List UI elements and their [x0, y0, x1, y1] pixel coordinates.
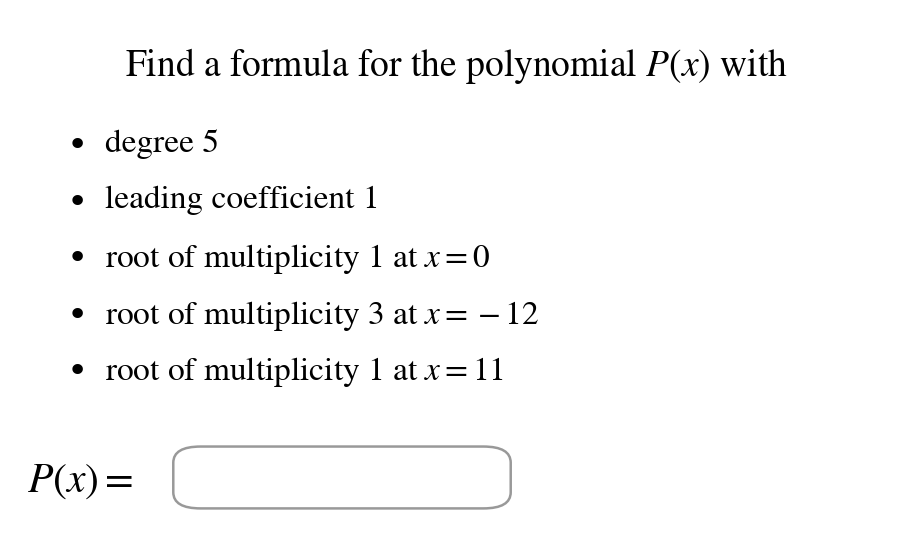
Text: leading coefficient 1: leading coefficient 1: [105, 186, 379, 215]
Text: degree 5: degree 5: [105, 129, 219, 159]
Text: •: •: [67, 355, 88, 389]
Text: •: •: [67, 129, 88, 163]
Text: •: •: [67, 242, 88, 276]
Text: •: •: [67, 299, 88, 332]
Text: Find a formula for the polynomial $P(x)$ with: Find a formula for the polynomial $P(x)$…: [125, 46, 786, 86]
Text: root of multiplicity 1 at $x = 0$: root of multiplicity 1 at $x = 0$: [105, 242, 489, 276]
FancyBboxPatch shape: [173, 447, 510, 508]
Text: •: •: [67, 186, 88, 220]
Text: root of multiplicity 1 at $x = 11$: root of multiplicity 1 at $x = 11$: [105, 355, 504, 389]
Text: root of multiplicity 3 at $x = -12$: root of multiplicity 3 at $x = -12$: [105, 299, 538, 332]
Text: $P(x) =$: $P(x) =$: [27, 462, 133, 501]
